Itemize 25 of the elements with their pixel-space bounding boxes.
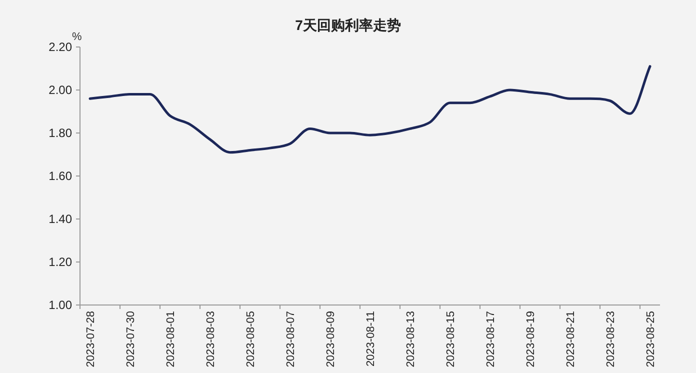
- y-tick-label: 1.80: [48, 126, 72, 140]
- y-tick-label: 1.40: [48, 212, 72, 226]
- x-tick-label: 2023-08-23: [605, 311, 617, 368]
- x-tick-label: 2023-08-19: [525, 311, 537, 368]
- y-tick-label: 1.20: [48, 255, 72, 269]
- x-tick-label: 2023-07-28: [85, 311, 97, 368]
- x-tick-label: 2023-08-17: [485, 311, 497, 368]
- y-tick-label: 2.20: [48, 40, 72, 54]
- x-tick-label: 2023-08-05: [245, 311, 257, 368]
- x-tick-label: 2023-08-25: [645, 311, 657, 368]
- x-tick-label: 2023-07-30: [125, 311, 137, 368]
- y-axis-title: %: [72, 31, 82, 43]
- x-tick-label: 2023-08-11: [365, 311, 377, 366]
- y-tick-label: 2.00: [48, 83, 72, 97]
- y-tick-label: 1.60: [48, 169, 72, 183]
- x-tick-label: 2023-08-21: [565, 311, 577, 368]
- x-tick-label: 2023-08-13: [405, 311, 417, 368]
- x-tick-label: 2023-08-03: [205, 311, 217, 368]
- chart-title: 7天回购利率走势: [295, 17, 401, 33]
- y-tick-label: 1.00: [48, 298, 72, 312]
- x-tick-label: 2023-08-01: [165, 311, 177, 368]
- line-series: [88, 65, 652, 154]
- x-tick-label: 2023-08-09: [325, 311, 337, 368]
- x-tick-label: 2023-08-15: [445, 311, 457, 368]
- x-tick-label: 2023-08-07: [285, 311, 297, 368]
